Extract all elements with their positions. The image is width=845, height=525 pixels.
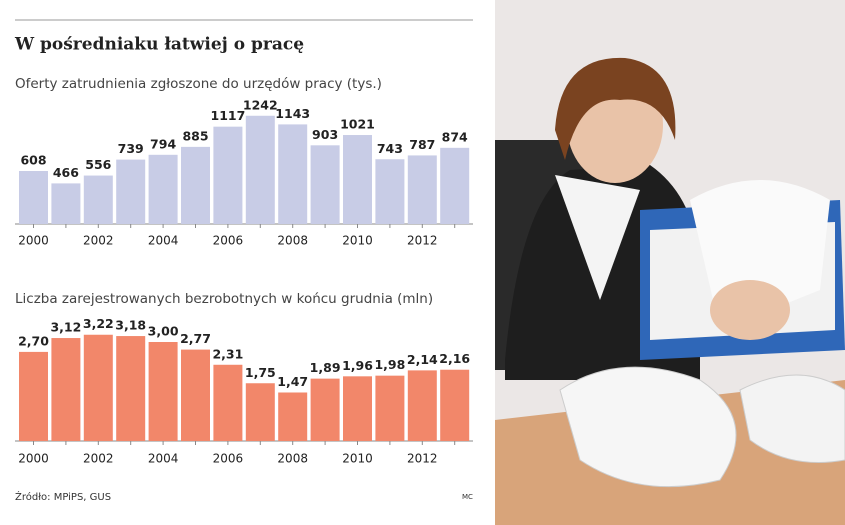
bar [310, 378, 340, 441]
chart-subtitle: Oferty zatrudnienia zgłoszone do urzędów… [15, 76, 382, 92]
value-label: 3,00 [148, 324, 179, 339]
x-tick-label: 2004 [148, 452, 179, 466]
credit: MC [462, 493, 473, 501]
x-tick-label: 2010 [342, 234, 373, 248]
value-label: 2,70 [18, 333, 49, 348]
x-tick-label: 2000 [18, 452, 49, 466]
x-tick-label: 2008 [277, 452, 308, 466]
value-label: 466 [53, 165, 79, 180]
bar [181, 349, 210, 441]
bar [83, 334, 113, 441]
value-label: 885 [182, 128, 208, 143]
x-tick-label: 2004 [148, 234, 179, 248]
bar [278, 124, 308, 224]
bar [407, 155, 437, 224]
x-tick-label: 2010 [342, 452, 373, 466]
value-label: 903 [312, 127, 338, 142]
value-label: 1143 [275, 106, 310, 121]
x-tick-label: 2008 [277, 234, 308, 248]
bar [407, 370, 437, 441]
bar [440, 147, 470, 224]
chart-subtitle: Liczba zarejestrowanych bezrobotnych w k… [15, 291, 433, 307]
value-label: 1,47 [277, 374, 308, 389]
main-title: W pośredniaku łatwiej o pracę [14, 35, 304, 55]
bar [83, 175, 113, 224]
value-label: 2,77 [180, 331, 211, 346]
value-label: 1,96 [342, 358, 373, 373]
bar [116, 336, 146, 441]
bar [213, 364, 243, 441]
x-tick-label: 2012 [407, 234, 438, 248]
bar [343, 376, 372, 441]
bar [148, 154, 178, 224]
x-tick-label: 2006 [213, 452, 244, 466]
photo [495, 0, 845, 525]
value-label: 3,18 [115, 318, 146, 333]
bar [310, 145, 340, 224]
value-label: 608 [20, 153, 46, 168]
value-label: 787 [409, 137, 435, 152]
value-label: 556 [85, 157, 111, 172]
value-label: 874 [442, 129, 468, 144]
bar [375, 375, 405, 441]
value-label: 1242 [243, 97, 278, 112]
bar [19, 171, 48, 224]
bar [148, 342, 178, 441]
value-label: 1,75 [245, 365, 276, 380]
bar [116, 159, 146, 224]
value-label: 794 [150, 136, 176, 151]
x-tick-label: 2002 [83, 452, 114, 466]
x-tick-label: 2006 [213, 234, 244, 248]
value-label: 1,98 [374, 357, 405, 372]
value-label: 1117 [211, 108, 246, 123]
x-tick-label: 2000 [18, 234, 49, 248]
value-label: 3,12 [50, 320, 81, 335]
bar [181, 146, 210, 224]
bar [245, 115, 275, 224]
bar [278, 392, 308, 441]
value-label: 2,14 [407, 352, 438, 367]
value-label: 1021 [340, 117, 375, 132]
value-label: 743 [377, 141, 403, 156]
bar [213, 126, 243, 224]
bar [440, 369, 470, 441]
value-label: 1,89 [310, 360, 341, 375]
value-label: 739 [118, 141, 144, 156]
bar [245, 383, 275, 441]
value-label: 3,22 [83, 316, 114, 331]
bar [343, 135, 372, 224]
bar [19, 351, 48, 441]
x-tick-label: 2002 [83, 234, 114, 248]
bar [51, 338, 81, 441]
bar [51, 183, 81, 224]
source: Źródło: MPiPS, GUS [15, 490, 111, 503]
x-tick-label: 2012 [407, 452, 438, 466]
bar [375, 159, 405, 224]
value-label: 2,31 [212, 346, 243, 361]
value-label: 2,16 [439, 351, 470, 366]
